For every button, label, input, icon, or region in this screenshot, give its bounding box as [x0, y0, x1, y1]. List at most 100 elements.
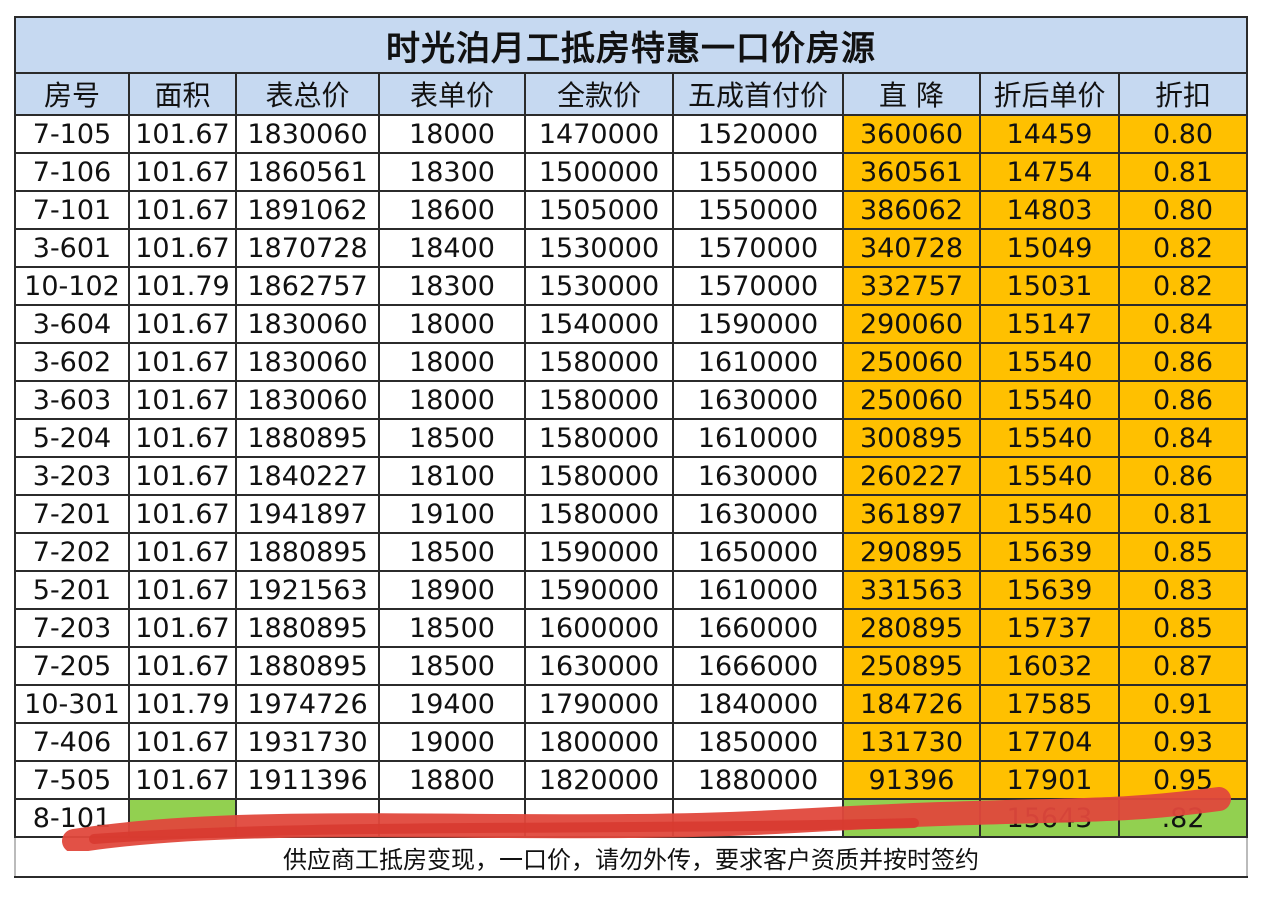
cell-direct-discount: 131730 — [842, 722, 981, 762]
cell-direct-discount: 360060 — [842, 114, 981, 154]
table-row: 7-201 101.67 1941897 19100 1580000 1630000 361… — [14, 494, 1249, 534]
cell-direct-discount: 184726 — [842, 684, 981, 724]
cell-list-unit-price: 18800 — [378, 760, 526, 800]
cell-discount-rate: 0.93 — [1117, 722, 1249, 762]
cell-area — [128, 798, 237, 838]
cell-list-total-price: 1931730 — [235, 722, 380, 762]
header-half-down-payment-price: 五成首付价 — [672, 72, 844, 116]
cell-area: 101.67 — [128, 228, 237, 268]
cell-list-unit-price: 18400 — [378, 228, 526, 268]
cell-half-down-payment-price: 1880000 — [672, 760, 844, 800]
cell-full-payment-price: 1580000 — [524, 380, 674, 420]
table-row: 7-205 101.67 1880895 18500 1630000 1666000 250… — [14, 646, 1249, 686]
cell-half-down-payment-price: 1610000 — [672, 342, 844, 382]
cell-discount-rate: 0.86 — [1117, 342, 1249, 382]
cell-list-total-price: 1941897 — [235, 494, 380, 534]
table-row: 3-604 101.67 1830060 18000 1540000 1590000 290… — [14, 304, 1249, 344]
cell-half-down-payment-price: 1630000 — [672, 456, 844, 496]
cell-room-no: 7-205 — [14, 646, 130, 686]
cell-direct-discount: 300895 — [842, 418, 981, 458]
header-discount-rate: 折扣 — [1117, 72, 1249, 116]
cell-area: 101.67 — [128, 608, 237, 648]
cell-direct-discount: 280895 — [842, 608, 981, 648]
cell-room-no: 7-202 — [14, 532, 130, 572]
cell-list-unit-price: 19100 — [378, 494, 526, 534]
cell-list-unit-price: 18600 — [378, 190, 526, 230]
cell-list-unit-price: 18000 — [378, 304, 526, 344]
cell-area: 101.79 — [128, 266, 237, 306]
cell-area: 101.67 — [128, 418, 237, 458]
cell-room-no: 3-203 — [14, 456, 130, 496]
cell-full-payment-price: 1790000 — [524, 684, 674, 724]
cell-direct-discount: 250060 — [842, 342, 981, 382]
cell-list-total-price: 1862757 — [235, 266, 380, 306]
cell-list-total-price: 1860561 — [235, 152, 380, 192]
table-row: 7-202 101.67 1880895 18500 1590000 1650000 290… — [14, 532, 1249, 572]
cell-area: 101.67 — [128, 342, 237, 382]
cell-discount-rate: 0.95 — [1117, 760, 1249, 800]
cell-half-down-payment-price: 1630000 — [672, 380, 844, 420]
cell-list-unit-price — [378, 798, 526, 838]
cell-full-payment-price: 1530000 — [524, 228, 674, 268]
cell-list-total-price: 1880895 — [235, 418, 380, 458]
table-row: 7-406 101.67 1931730 19000 1800000 1850000 131… — [14, 722, 1249, 762]
cell-full-payment-price: 1540000 — [524, 304, 674, 344]
cell-discounted-unit-price: 15639 — [979, 570, 1120, 610]
cell-room-no: 7-203 — [14, 608, 130, 648]
cell-discount-rate: 0.82 — [1117, 266, 1249, 306]
cell-list-total-price: 1830060 — [235, 342, 380, 382]
cell-list-unit-price: 18500 — [378, 646, 526, 686]
cell-discount-rate: 0.84 — [1117, 418, 1249, 458]
cell-direct-discount — [842, 798, 981, 838]
table-row: 3-602 101.67 1830060 18000 1580000 1610000 250… — [14, 342, 1249, 382]
cell-discounted-unit-price: 15031 — [979, 266, 1120, 306]
cell-half-down-payment-price: 1650000 — [672, 532, 844, 572]
cell-direct-discount: 340728 — [842, 228, 981, 268]
cell-direct-discount: 290060 — [842, 304, 981, 344]
table-title: 时光泊月工抵房特惠一口价房源 — [13, 16, 1249, 74]
cell-direct-discount: 332757 — [842, 266, 981, 306]
cell-full-payment-price: 1820000 — [524, 760, 674, 800]
cell-full-payment-price: 1580000 — [524, 456, 674, 496]
cell-half-down-payment-price: 1660000 — [672, 608, 844, 648]
cell-list-total-price: 1974726 — [235, 684, 380, 724]
cell-direct-discount: 91396 — [842, 760, 981, 800]
header-discounted-unit-price: 折后单价 — [979, 72, 1120, 116]
cell-full-payment-price: 1800000 — [524, 722, 674, 762]
cell-list-unit-price: 18000 — [378, 380, 526, 420]
cell-discount-rate: 0.81 — [1117, 152, 1249, 192]
cell-direct-discount: 260227 — [842, 456, 981, 496]
table-row: 10-102 101.79 1862757 18300 1530000 1570000 33… — [14, 266, 1249, 306]
cell-discount-rate: 0.85 — [1117, 608, 1249, 648]
cell-half-down-payment-price: 1550000 — [672, 152, 844, 192]
cell-discounted-unit-price: 15540 — [979, 494, 1120, 534]
cell-half-down-payment-price: 1630000 — [672, 494, 844, 534]
cell-direct-discount: 386062 — [842, 190, 981, 230]
table-row: 7-101 101.67 1891062 18600 1505000 1550000 386… — [14, 190, 1249, 230]
cell-room-no: 7-406 — [14, 722, 130, 762]
cell-area: 101.67 — [128, 532, 237, 572]
cell-room-no: 7-105 — [14, 114, 130, 154]
cell-discounted-unit-price: 14754 — [979, 152, 1120, 192]
header-row: 房号 面积 表总价 表单价 全款价 五成首付价直 降折后单价 折扣 — [14, 72, 1249, 116]
cell-half-down-payment-price: 1666000 — [672, 646, 844, 686]
cell-discounted-unit-price: 15639 — [979, 532, 1120, 572]
cell-discounted-unit-price: 17704 — [979, 722, 1120, 762]
cell-room-no: 3-601 — [14, 228, 130, 268]
cell-list-total-price: 1891062 — [235, 190, 380, 230]
header-full-payment-price: 全款价 — [524, 72, 674, 116]
cell-discounted-unit-price: 16032 — [979, 646, 1120, 686]
cell-list-total-price: 1921563 — [235, 570, 380, 610]
cell-list-total-price: 1911396 — [235, 760, 380, 800]
cell-list-unit-price: 19000 — [378, 722, 526, 762]
cell-direct-discount: 361897 — [842, 494, 981, 534]
header-list-total-price: 表总价 — [235, 72, 380, 116]
cell-area: 101.67 — [128, 380, 237, 420]
cell-full-payment-price: 1580000 — [524, 418, 674, 458]
cell-half-down-payment-price: 1610000 — [672, 418, 844, 458]
cell-room-no: 5-204 — [14, 418, 130, 458]
cell-area: 101.79 — [128, 684, 237, 724]
cell-list-total-price: 1880895 — [235, 608, 380, 648]
cell-direct-discount: 250895 — [842, 646, 981, 686]
cell-list-unit-price: 18300 — [378, 266, 526, 306]
